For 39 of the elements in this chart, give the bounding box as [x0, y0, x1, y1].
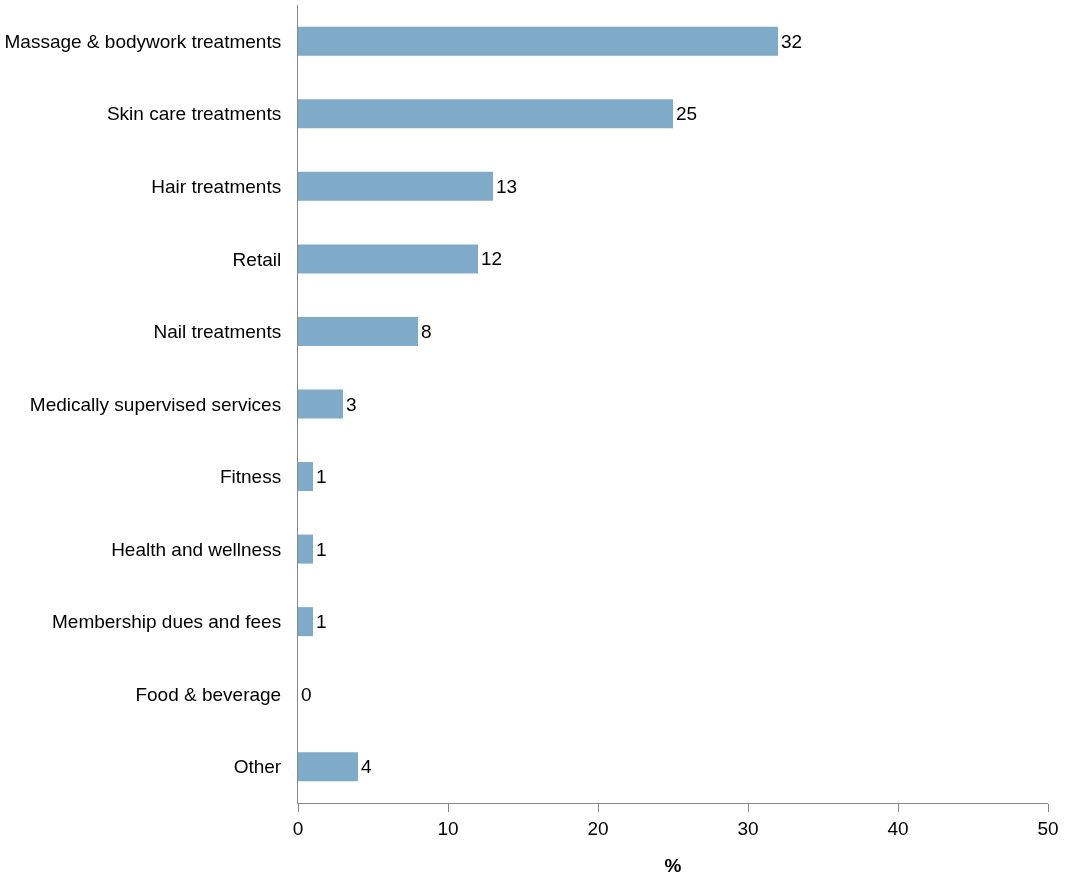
data-label: 12 [481, 248, 503, 270]
bar [298, 462, 313, 492]
bar [298, 99, 673, 129]
y-tick-label: Fitness [219, 466, 282, 488]
bar [298, 607, 313, 637]
data-label: 1 [316, 538, 327, 560]
bar [298, 26, 778, 56]
bar [298, 316, 418, 346]
x-tick-label: 10 [437, 817, 459, 839]
data-label: 8 [421, 320, 432, 342]
y-tick-label: Nail treatments [153, 321, 282, 343]
data-label: 25 [676, 103, 698, 125]
y-tick-label: Medically supervised services [29, 393, 282, 415]
data-label: 32 [781, 30, 803, 52]
x-axis-title: % [664, 854, 682, 876]
y-tick-label: Massage & bodywork treatments [4, 30, 282, 52]
data-label: 3 [346, 393, 357, 415]
bar [298, 244, 478, 274]
x-tick-label: 30 [737, 817, 759, 839]
data-label: 13 [496, 175, 518, 197]
x-tick-label: 0 [292, 817, 304, 839]
bar [298, 752, 358, 782]
data-label: 1 [316, 466, 327, 488]
data-label: 4 [361, 756, 372, 778]
bar [298, 171, 493, 201]
y-tick-label: Health and wellness [111, 538, 282, 560]
y-tick-label: Other [233, 756, 282, 778]
data-label: 1 [316, 611, 327, 633]
bar [298, 389, 343, 419]
x-tick-label: 50 [1037, 817, 1059, 839]
y-tick-label: Membership dues and fees [52, 611, 282, 633]
y-tick-label: Hair treatments [151, 176, 282, 198]
y-tick-label: Food & beverage [135, 683, 282, 705]
data-label: 0 [301, 683, 312, 705]
x-tick-label: 40 [887, 817, 909, 839]
y-tick-label: Skin care treatments [106, 103, 282, 125]
x-tick-label: 20 [587, 817, 609, 839]
bar [298, 534, 313, 564]
y-tick-label: Retail [232, 248, 282, 270]
